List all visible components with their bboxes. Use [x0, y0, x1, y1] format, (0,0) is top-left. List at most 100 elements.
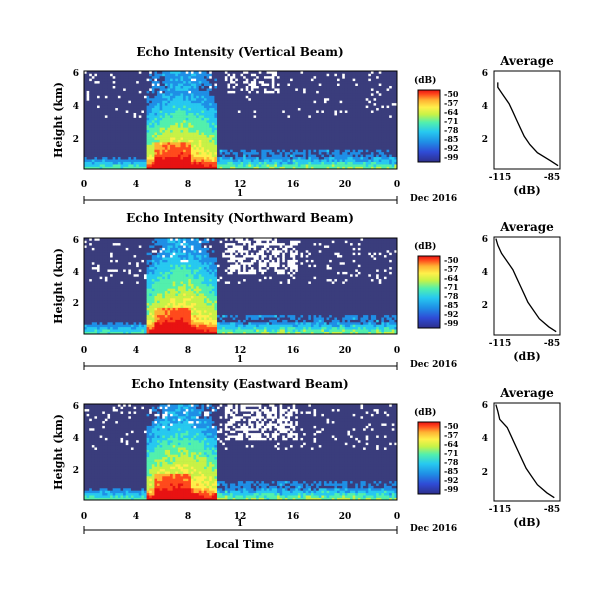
heatmap-cell [308, 132, 312, 135]
heatmap-cell [250, 88, 254, 91]
heatmap-cell [240, 139, 244, 143]
heatmap-cell [209, 137, 213, 140]
heatmap-cell [86, 312, 90, 316]
heatmap-cell [91, 105, 95, 109]
heatmap-cell [97, 159, 100, 162]
heatmap-cell [344, 78, 348, 82]
heatmap-cell [170, 100, 173, 104]
heatmap-cell [128, 124, 132, 128]
heatmap-cell [123, 129, 127, 133]
heatmap-cell [277, 159, 280, 162]
heatmap-cell [386, 88, 390, 91]
heatmap-cell [115, 107, 119, 111]
heatmap-cell [245, 97, 249, 101]
heatmap-cell [308, 151, 312, 155]
heatmap-cell [99, 142, 103, 145]
heatmap-cell [138, 93, 142, 96]
heatmap-cell [350, 112, 353, 116]
heatmap-cell [157, 107, 160, 111]
heatmap-cell [104, 117, 108, 121]
heatmap-cell [86, 257, 90, 260]
heatmap-cell [217, 80, 220, 84]
heatmap-cell [357, 156, 361, 160]
heatmap-cell [378, 144, 382, 148]
heatmap-cell [227, 90, 231, 94]
heatmap-cell [271, 166, 275, 169]
heatmap-cell [170, 154, 173, 158]
heatmap-cell [316, 78, 320, 82]
heatmap-cell [282, 75, 286, 79]
heatmap-cell [143, 73, 147, 77]
heatmap-cell [253, 120, 257, 123]
heatmap-cell [331, 164, 335, 167]
heatmap-cell [326, 151, 330, 155]
heatmap-cell [133, 83, 137, 86]
heatmap-cell [206, 159, 210, 162]
heatmap-cell [290, 110, 293, 113]
heatmap-cell [123, 78, 127, 82]
heatmap-cell [172, 97, 176, 101]
heatmap-cell [303, 107, 307, 111]
heatmap-cell [214, 151, 218, 155]
heatmap-cell [214, 164, 218, 167]
heatmap-cell [222, 110, 226, 113]
heatmap-cell [355, 164, 359, 167]
heatmap-cell [243, 144, 247, 148]
heatmap-cell [104, 149, 108, 153]
heatmap-cell [209, 112, 213, 116]
heatmap-cell [104, 112, 108, 116]
heatmap-cell [378, 124, 382, 128]
heatmap-cell [94, 100, 98, 104]
heatmap-cell [214, 159, 218, 162]
heatmap-cell [94, 97, 98, 101]
heatmap-cell [240, 137, 244, 140]
heatmap-cell [149, 117, 153, 121]
heatmap-cell [219, 75, 223, 79]
heatmap-cell [193, 107, 197, 111]
heatmap-cell [86, 266, 90, 270]
heatmap-cell [167, 75, 171, 79]
heatmap-cell [172, 110, 176, 113]
heatmap-cell [376, 159, 380, 162]
heatmap-cell [373, 90, 377, 94]
heatmap-cell [287, 85, 291, 89]
heatmap-cell [211, 149, 215, 153]
heatmap-cell [141, 93, 145, 96]
heatmap-cell [350, 144, 353, 148]
heatmap-cell [167, 97, 171, 101]
heatmap-cell [284, 80, 288, 84]
heatmap-cell [130, 144, 134, 148]
heatmap-cell [141, 105, 145, 109]
heatmap-cell [329, 120, 333, 123]
heatmap-cell [305, 159, 309, 162]
heatmap-cell [266, 97, 270, 101]
heatmap-cell [339, 144, 343, 148]
heatmap-cell [201, 78, 205, 82]
heatmap-cell [355, 120, 359, 123]
heatmap-cell [89, 93, 93, 96]
heatmap-cell [86, 269, 90, 272]
heatmap-cell [209, 127, 213, 131]
heatmap-cell [157, 105, 160, 109]
heatmap-cell [394, 132, 397, 135]
heatmap-cell [211, 71, 215, 74]
heatmap-cell [123, 110, 127, 113]
heatmap-cell [172, 151, 176, 155]
heatmap-cell [357, 161, 361, 165]
heatmap-cell [334, 102, 338, 106]
heatmap-cell [376, 105, 380, 109]
heatmap-cell [143, 75, 147, 79]
heatmap-cell [91, 95, 95, 99]
heatmap-cell [368, 124, 372, 128]
heatmap-cell [290, 159, 293, 162]
heatmap-cell [115, 90, 119, 94]
heatmap-cell [123, 93, 127, 96]
heatmap-cell [323, 124, 327, 128]
heatmap-cell [222, 107, 226, 111]
heatmap-cell [222, 100, 226, 104]
heatmap-cell [102, 142, 106, 145]
heatmap-cell [217, 93, 220, 96]
heatmap-cell [282, 85, 286, 89]
heatmap-cell [201, 156, 205, 160]
heatmap-cell [196, 129, 200, 133]
